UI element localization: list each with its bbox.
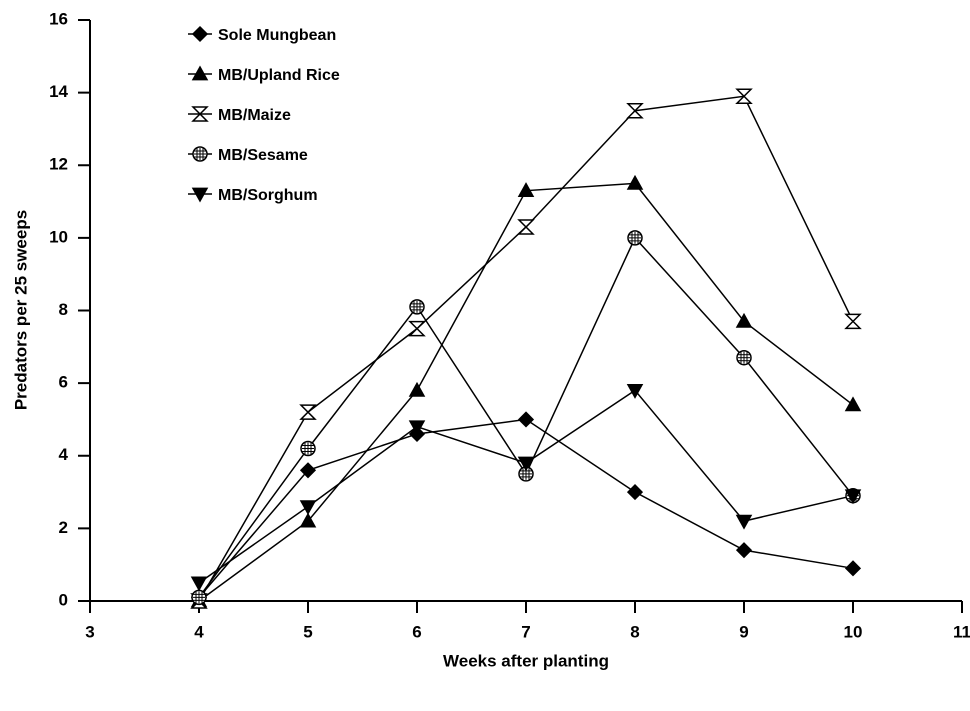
marker bbox=[844, 313, 862, 330]
marker bbox=[191, 25, 209, 43]
marker bbox=[299, 500, 317, 516]
y-tick-label: 12 bbox=[49, 155, 68, 174]
marker bbox=[735, 88, 753, 105]
marker-shape bbox=[299, 500, 317, 516]
marker-shape bbox=[626, 384, 644, 399]
marker bbox=[626, 384, 644, 399]
marker-shape bbox=[735, 542, 753, 559]
y-axis-label: Predators per 25 sweeps bbox=[11, 210, 30, 410]
marker bbox=[408, 320, 426, 337]
y-tick-label: 0 bbox=[59, 590, 68, 609]
marker bbox=[192, 146, 208, 162]
marker bbox=[408, 381, 426, 397]
x-tick-label: 11 bbox=[953, 622, 970, 641]
legend-label: MB/Sesame bbox=[218, 147, 308, 164]
marker-shape bbox=[844, 313, 862, 330]
marker bbox=[518, 466, 534, 482]
marker bbox=[191, 187, 209, 203]
marker-shape bbox=[299, 462, 317, 479]
marker-shape bbox=[735, 88, 753, 105]
x-tick-label: 6 bbox=[412, 622, 421, 641]
marker bbox=[299, 512, 317, 528]
marker-shape bbox=[626, 484, 644, 501]
marker-shape bbox=[191, 106, 209, 122]
y-tick-label: 6 bbox=[59, 373, 68, 392]
y-tick-label: 2 bbox=[59, 518, 68, 537]
marker-shape bbox=[626, 174, 644, 190]
marker bbox=[191, 65, 209, 81]
marker bbox=[735, 312, 753, 328]
series-line bbox=[198, 95, 854, 602]
marker-shape bbox=[191, 25, 209, 43]
marker bbox=[844, 560, 862, 577]
marker bbox=[299, 404, 317, 420]
x-tick-label: 7 bbox=[521, 622, 530, 641]
marker bbox=[299, 462, 317, 479]
marker-shape bbox=[299, 404, 317, 420]
marker bbox=[409, 299, 425, 315]
marker-shape bbox=[408, 381, 426, 397]
marker bbox=[626, 484, 644, 501]
marker bbox=[735, 514, 753, 530]
x-tick-label: 4 bbox=[194, 622, 204, 641]
marker bbox=[517, 411, 535, 428]
marker bbox=[626, 174, 644, 190]
marker-shape bbox=[190, 576, 208, 592]
legend-label: MB/Upland Rice bbox=[218, 67, 340, 84]
marker bbox=[735, 542, 753, 559]
marker-shape bbox=[517, 456, 535, 472]
y-tick-label: 10 bbox=[49, 227, 68, 246]
marker-shape bbox=[517, 219, 535, 235]
legend-label: MB/Sorghum bbox=[218, 187, 318, 204]
y-tick-label: 4 bbox=[59, 445, 69, 464]
series-line bbox=[198, 182, 854, 602]
marker-shape bbox=[844, 396, 862, 412]
y-tick-label: 16 bbox=[49, 9, 68, 28]
marker bbox=[844, 396, 862, 412]
marker-shape bbox=[191, 187, 209, 203]
marker-shape bbox=[626, 103, 644, 119]
x-tick-label: 5 bbox=[303, 622, 312, 641]
marker-shape bbox=[408, 420, 426, 436]
marker bbox=[517, 219, 535, 235]
marker bbox=[191, 589, 207, 606]
marker bbox=[191, 106, 209, 122]
y-tick-label: 8 bbox=[59, 300, 68, 319]
marker-shape bbox=[517, 182, 535, 198]
marker bbox=[300, 440, 316, 457]
marker-shape bbox=[735, 312, 753, 328]
x-tick-label: 9 bbox=[739, 622, 748, 641]
marker bbox=[844, 489, 862, 505]
marker-shape bbox=[191, 65, 209, 81]
x-axis-label: Weeks after planting bbox=[443, 651, 609, 670]
marker bbox=[627, 230, 643, 246]
series-line bbox=[198, 418, 854, 598]
marker-shape bbox=[517, 411, 535, 428]
marker-shape bbox=[735, 514, 753, 530]
marker bbox=[517, 456, 535, 472]
marker bbox=[736, 349, 752, 366]
x-tick-label: 8 bbox=[630, 622, 639, 641]
legend-label: Sole Mungbean bbox=[218, 27, 336, 44]
legend-label: MB/Maize bbox=[218, 107, 291, 124]
marker bbox=[190, 576, 208, 592]
marker bbox=[408, 420, 426, 436]
marker-shape bbox=[844, 489, 862, 505]
marker-shape bbox=[844, 560, 862, 577]
y-tick-label: 14 bbox=[49, 82, 68, 101]
x-tick-label: 3 bbox=[85, 622, 94, 641]
x-tick-label: 10 bbox=[844, 622, 863, 641]
marker bbox=[517, 182, 535, 198]
marker bbox=[626, 103, 644, 119]
marker-shape bbox=[299, 512, 317, 528]
marker-shape bbox=[408, 320, 426, 337]
